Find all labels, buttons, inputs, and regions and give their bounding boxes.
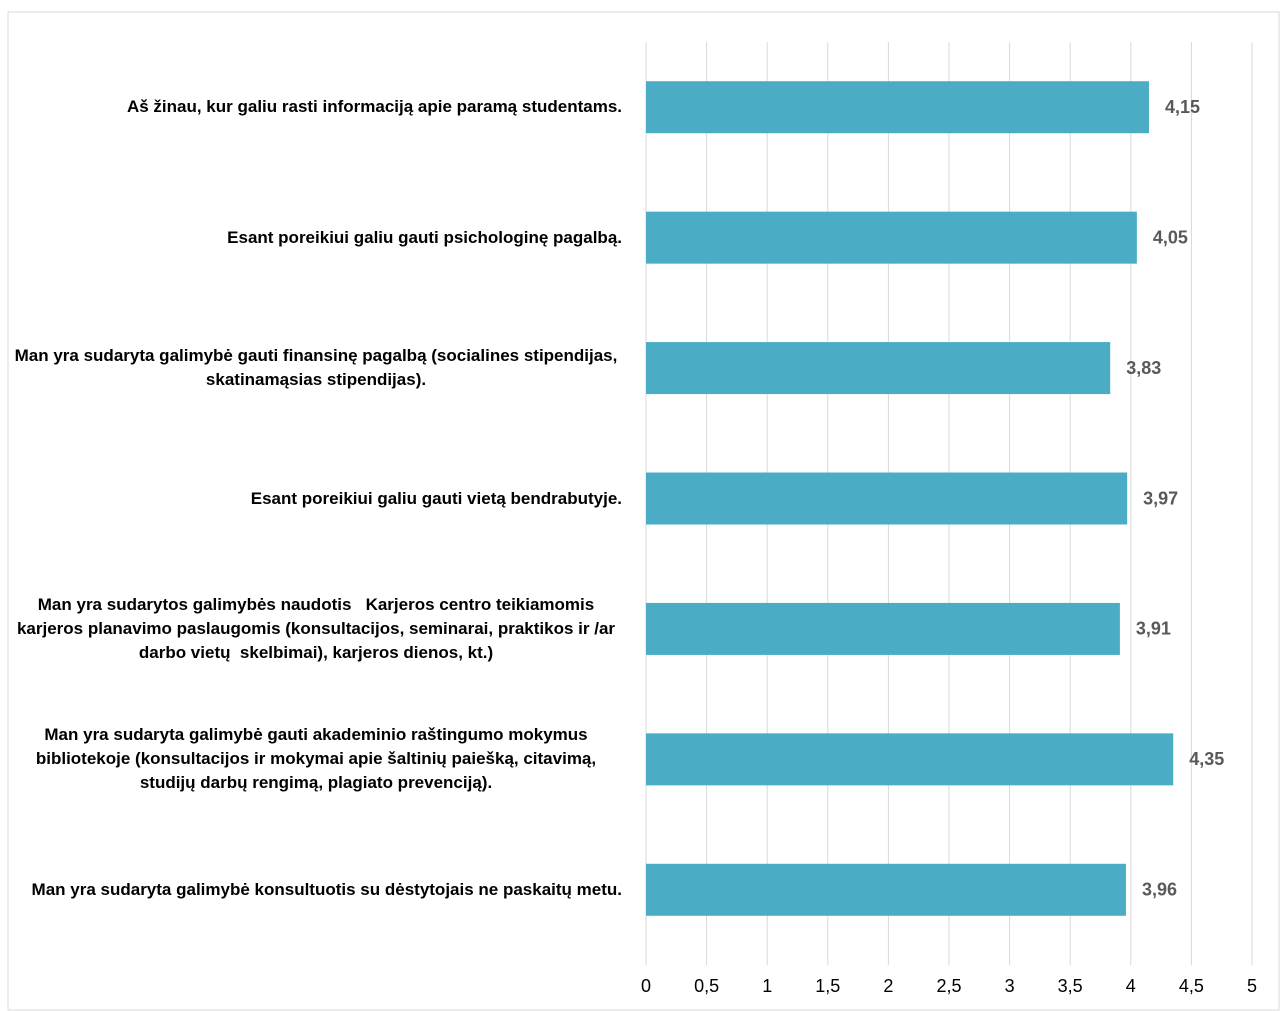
bar — [646, 602, 1120, 655]
x-tick-label: 4 — [1126, 976, 1136, 996]
value-label: 4,35 — [1189, 749, 1224, 769]
x-tick-label: 0 — [641, 976, 651, 996]
bar — [646, 81, 1149, 134]
category-label: Man yra sudaryta galimybė konsultuotis s… — [31, 879, 622, 899]
bar — [646, 211, 1137, 264]
value-label: 3,97 — [1143, 488, 1178, 508]
category-label: Esant poreikiui galiu gauti psichologinę… — [227, 227, 622, 247]
x-tick-label: 0,5 — [694, 976, 719, 996]
bar — [646, 472, 1128, 525]
x-tick-label: 3 — [1005, 976, 1015, 996]
value-label: 3,96 — [1142, 880, 1177, 900]
category-label: Man yra sudaryta galimybė gauti finansin… — [14, 346, 623, 390]
category-label: Man yra sudaryta galimybė gauti akademin… — [35, 725, 601, 793]
bar — [646, 733, 1174, 786]
x-tick-label: 5 — [1247, 976, 1257, 996]
chart-border — [7, 11, 1280, 1011]
x-tick-label: 2 — [883, 976, 893, 996]
value-label: 4,15 — [1165, 97, 1200, 117]
x-tick-label: 1 — [762, 976, 772, 996]
category-label: Aš žinau, kur galiu rasti informaciją ap… — [126, 97, 622, 117]
category-label: Man yra sudarytos galimybės naudotis Kar… — [16, 594, 620, 662]
bar — [646, 863, 1126, 916]
x-tick-label: 3,5 — [1058, 976, 1083, 996]
x-tick-label: 1,5 — [815, 976, 840, 996]
bar — [646, 342, 1111, 395]
x-tick-label: 4,5 — [1179, 976, 1204, 996]
value-label: 3,91 — [1136, 619, 1171, 639]
x-tick-label: 2,5 — [936, 976, 961, 996]
value-label: 4,05 — [1153, 227, 1188, 247]
value-label: 3,83 — [1126, 358, 1161, 378]
category-label: Esant poreikiui galiu gauti vietą bendra… — [250, 488, 622, 508]
